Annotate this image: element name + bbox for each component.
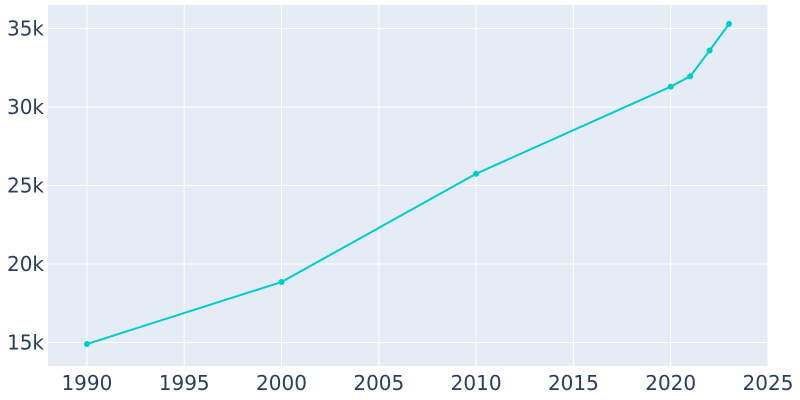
- data-point[interactable]: [706, 47, 713, 54]
- data-point[interactable]: [726, 20, 733, 27]
- data-point[interactable]: [83, 341, 90, 348]
- x-axis: 1990 1995 2000 2005 2010 2015 2020 2025: [61, 371, 793, 395]
- y-tick-label: 35k: [7, 17, 44, 41]
- y-tick-label: 20k: [7, 252, 44, 276]
- data-point[interactable]: [667, 83, 674, 90]
- x-tick-label: 1995: [159, 371, 210, 395]
- x-tick-label: 1990: [61, 371, 112, 395]
- y-tick-label: 25k: [7, 174, 44, 198]
- y-axis: 15k 20k 25k 30k 35k: [7, 17, 44, 355]
- x-tick-label: 2015: [548, 371, 599, 395]
- series-layer: [83, 20, 733, 348]
- y-tick-label: 30k: [7, 95, 44, 119]
- data-point[interactable]: [473, 170, 480, 177]
- x-tick-label: 2025: [743, 371, 794, 395]
- x-tick-label: 2000: [256, 371, 307, 395]
- data-point[interactable]: [278, 279, 285, 286]
- x-tick-label: 2005: [353, 371, 404, 395]
- y-grid-lines: [48, 28, 768, 343]
- x-tick-label: 2020: [645, 371, 696, 395]
- data-point[interactable]: [687, 73, 694, 80]
- y-tick-label: 15k: [7, 330, 44, 354]
- x-tick-label: 2010: [451, 371, 502, 395]
